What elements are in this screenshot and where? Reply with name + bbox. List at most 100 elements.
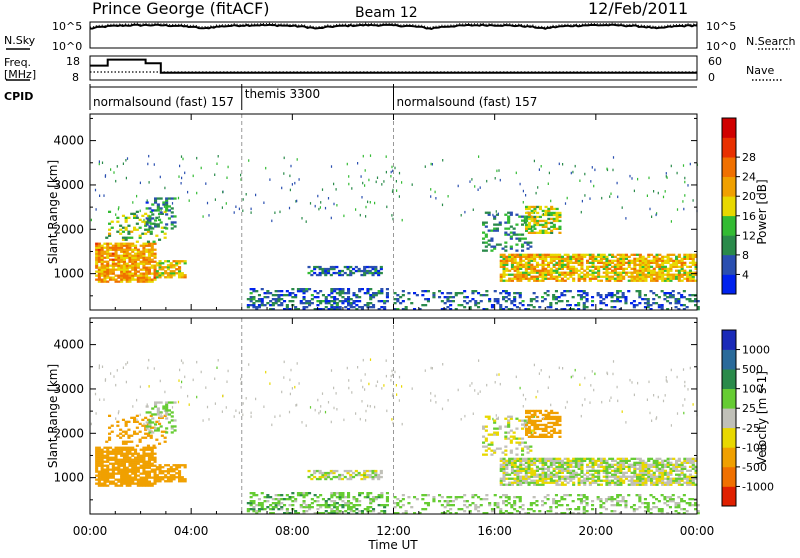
velocity-cell [547,416,550,418]
velocity-cell [528,432,531,434]
power-cell [327,272,330,274]
power-cell [101,245,104,247]
power-cell [98,277,101,279]
velocity-cell [603,480,606,482]
power-cell [320,201,321,204]
power-cell [612,169,613,172]
power-cell [624,302,627,304]
velocity-cell [328,401,329,404]
velocity-cell [145,463,148,465]
power-cell [508,292,511,294]
power-cell [142,257,145,259]
velocity-cell [441,496,444,498]
power-cell [322,294,325,296]
power-cell [369,294,372,296]
velocity-cell [647,502,650,504]
velocity-cell [658,482,661,484]
velocity-cell [463,494,466,496]
power-cell [622,206,623,209]
velocity-cell [277,494,280,496]
velocity-cell [530,458,533,460]
velocity-cell [294,510,297,512]
velocity-cell [675,506,678,508]
velocity-cell [432,498,435,500]
velocity-cell [380,476,383,478]
power-cell [580,260,583,262]
velocity-cell [214,378,215,381]
velocity-cell [622,498,625,500]
velocity-cell [628,464,631,466]
velocity-cell [658,510,661,512]
velocity-cell [280,508,283,510]
velocity-cell [614,482,617,484]
power-cell [672,264,675,266]
velocity-cell [112,451,115,453]
velocity-cell [603,468,606,470]
velocity-cell [140,481,143,483]
power-cell [123,255,126,257]
velocity-cell [478,393,479,396]
velocity-cell [319,478,322,480]
velocity-cell [619,470,622,472]
velocity-cell [666,496,669,498]
power-cell [614,256,617,258]
power-cell [578,276,581,278]
power-cell [658,264,661,266]
power-cell [171,221,174,223]
velocity-cell [101,459,104,461]
power-cell [117,281,120,283]
power-cell [348,175,349,178]
velocity-cell [589,478,592,480]
power-cell [647,304,650,306]
power-cell [619,260,622,262]
power-cell [608,268,611,270]
velocity-cell [330,470,333,472]
velocity-cell [396,502,399,504]
power-cell [493,216,496,218]
velocity-cell [407,502,410,504]
power-cell [683,254,686,256]
power-cell [622,262,625,264]
velocity-cell [405,510,408,512]
velocity-cell [275,506,278,508]
velocity-cell [528,484,531,486]
x-tick-label: 00:00 [73,524,108,538]
power-cell [516,280,519,282]
velocity-cell [510,506,513,508]
velocity-cell [317,399,318,402]
velocity-cell [625,460,628,462]
velocity-cell [561,470,564,472]
power-cell [664,256,667,258]
velocity-cell [522,508,525,510]
velocity-cell [308,504,311,506]
power-cell [533,268,536,270]
velocity-cell [203,419,204,422]
velocity-cell [311,506,314,508]
power-cell [109,273,112,275]
velocity-cell [142,467,145,469]
velocity-cell [361,379,362,382]
power-cell [592,262,595,264]
velocity-cell [333,470,336,472]
velocity-cell [252,500,255,502]
velocity-cell [547,422,550,424]
velocity-cell [123,465,126,467]
velocity-cell [299,382,300,385]
velocity-cell [550,436,553,438]
power-cell [347,300,350,302]
velocity-cell [264,500,267,502]
velocity-cell [619,476,622,478]
power-cell [294,306,297,308]
power-cell [120,269,123,271]
velocity-cell [580,468,583,470]
velocity-cell [316,470,319,472]
power-cell [545,210,548,212]
power-cell [126,243,129,245]
velocity-cell [678,464,681,466]
velocity-cell [449,504,452,506]
velocity-cell [504,426,507,428]
power-cell [103,261,106,263]
power-cell [600,262,603,264]
power-cell [146,207,149,209]
velocity-cell [444,506,447,508]
